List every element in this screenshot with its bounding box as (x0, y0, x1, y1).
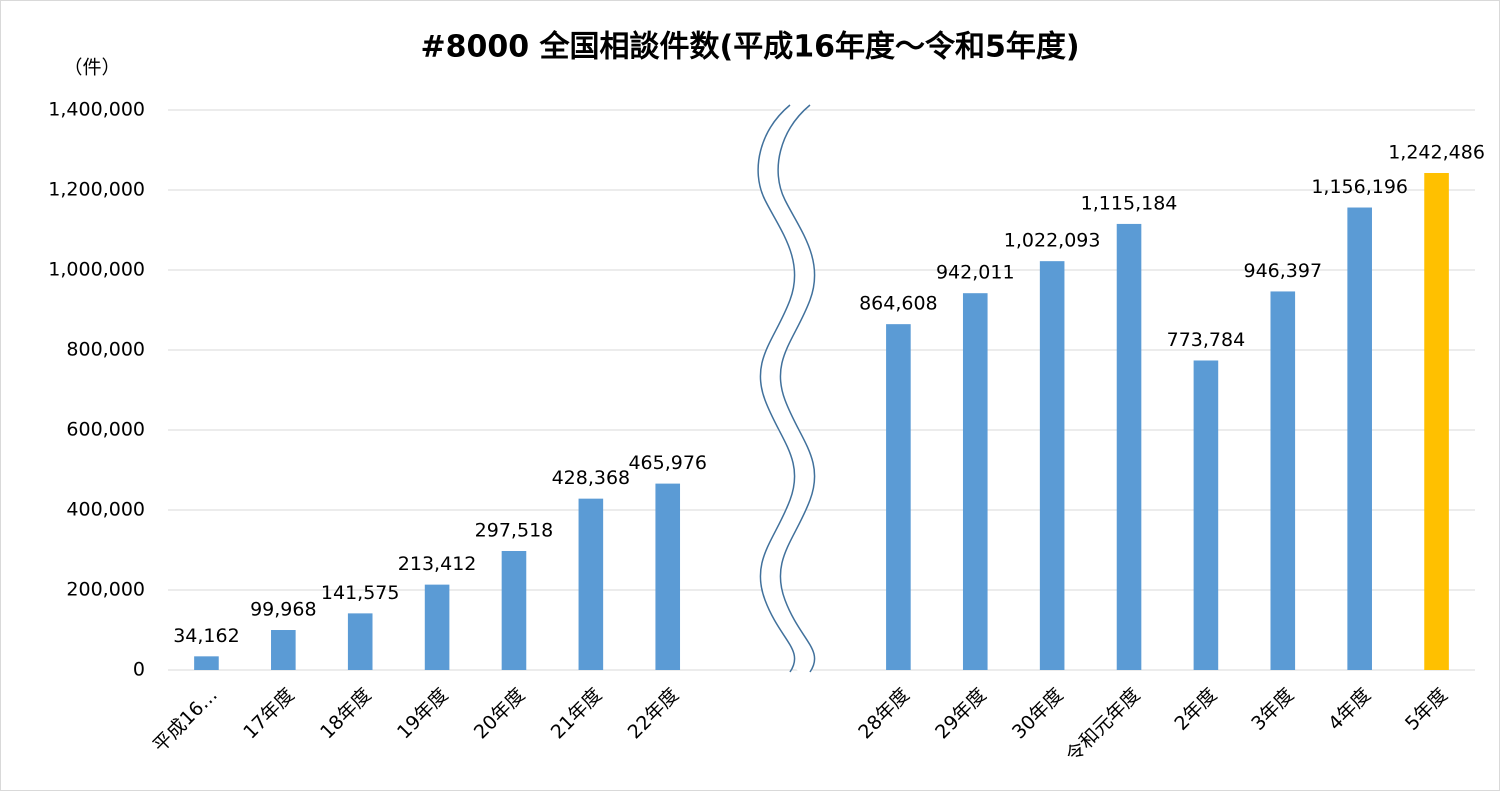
data-label: 942,011 (936, 262, 1015, 284)
y-unit: （件） (63, 57, 120, 79)
y-tick-label: 600,000 (66, 419, 145, 441)
y-tick-label: 0 (133, 659, 145, 681)
data-label: 773,784 (1167, 329, 1246, 351)
y-tick-label: 800,000 (66, 339, 145, 361)
bar (424, 584, 450, 670)
grid (168, 109, 1475, 671)
axis-break (757, 97, 816, 678)
y-tick-label: 400,000 (66, 499, 145, 521)
data-label: 213,412 (398, 553, 477, 575)
data-label: 1,242,486 (1388, 142, 1485, 164)
chart-title: #8000 全国相談件数(平成16年度～令和5年度) (420, 30, 1079, 65)
break-line (757, 104, 796, 673)
bar (578, 498, 604, 670)
bar (347, 613, 373, 670)
bar (194, 656, 219, 670)
data-label: 297,518 (475, 519, 554, 541)
bar (1116, 223, 1142, 671)
y-tick-label: 1,000,000 (48, 259, 145, 281)
y-tick-label: 200,000 (66, 579, 145, 601)
break-fill (758, 97, 815, 678)
data-label: 428,368 (552, 467, 631, 489)
bar (655, 483, 681, 670)
bar (1193, 360, 1219, 670)
data-label: 1,115,184 (1081, 192, 1178, 214)
y-tick-label: 1,200,000 (48, 179, 145, 201)
data-label: 946,397 (1244, 260, 1323, 282)
y-tick-label: 1,400,000 (48, 99, 145, 121)
data-label: 141,575 (321, 582, 400, 604)
data-label: 465,976 (628, 452, 707, 474)
data-label: 1,156,196 (1311, 176, 1408, 198)
data-label: 99,968 (250, 599, 316, 621)
bar (1270, 291, 1296, 670)
data-label: 34,162 (173, 625, 239, 647)
bar (962, 293, 988, 670)
bar (271, 630, 296, 670)
bar (886, 324, 911, 670)
bar (1424, 173, 1449, 670)
data-label: 864,608 (859, 293, 938, 315)
break-line (777, 104, 816, 673)
bar (1039, 261, 1065, 670)
data-label: 1,022,093 (1004, 230, 1101, 252)
bar (1347, 207, 1372, 670)
bar (501, 550, 527, 670)
